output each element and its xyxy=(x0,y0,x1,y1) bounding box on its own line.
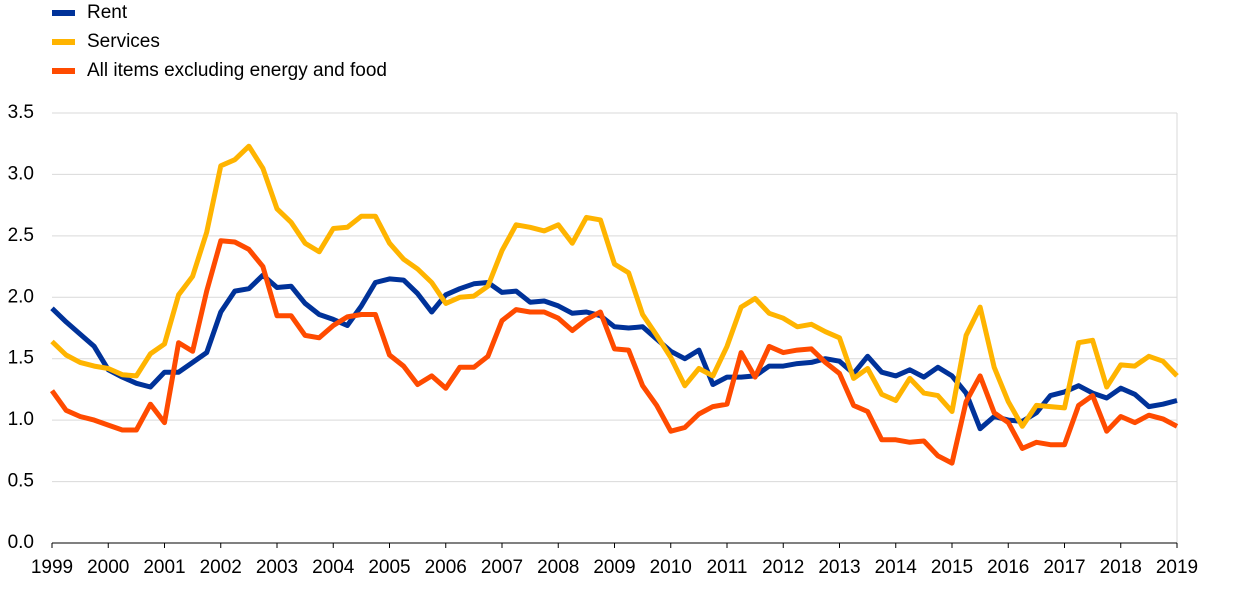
x-tick-label: 2013 xyxy=(818,557,860,578)
x-tick-label: 2018 xyxy=(1100,557,1142,578)
series-line xyxy=(49,238,1179,466)
series-line xyxy=(50,272,1178,432)
x-tick-label: 2014 xyxy=(875,557,918,578)
legend-label: Rent xyxy=(87,2,128,23)
x-tick-label: 2001 xyxy=(143,557,185,578)
x-tick-label: 2016 xyxy=(987,557,1029,578)
x-tick-label: 2005 xyxy=(368,557,410,578)
x-tick-label: 2017 xyxy=(1043,557,1085,578)
y-tick-label: 1.0 xyxy=(8,409,34,430)
x-tick-label: 2006 xyxy=(425,557,467,578)
series-line xyxy=(50,143,1179,429)
x-tick-label: 2003 xyxy=(256,557,298,578)
x-tick-label: 2012 xyxy=(762,557,804,578)
x-tick-label: 2000 xyxy=(87,557,129,578)
x-tick-label: 2019 xyxy=(1156,557,1198,578)
x-tick-label: 2002 xyxy=(200,557,242,578)
y-tick-label: 0.5 xyxy=(8,471,34,492)
x-tick-label: 2010 xyxy=(650,557,692,578)
y-tick-label: 0.0 xyxy=(8,532,34,553)
legend-label: Services xyxy=(87,31,160,52)
x-tick-label: 2004 xyxy=(312,557,355,578)
x-tick-label: 2011 xyxy=(707,557,748,578)
y-tick-label: 1.5 xyxy=(8,348,34,369)
x-tick-label: 2007 xyxy=(481,557,523,578)
y-tick-label: 3.5 xyxy=(8,102,34,123)
x-tick-label: 2009 xyxy=(593,557,635,578)
x-tick-label: 2008 xyxy=(537,557,579,578)
y-tick-label: 3.0 xyxy=(8,163,34,184)
x-tick-label: 1999 xyxy=(31,557,73,578)
legend-label: All items excluding energy and food xyxy=(87,60,387,81)
y-tick-label: 2.5 xyxy=(8,225,34,246)
y-tick-label: 2.0 xyxy=(8,286,34,307)
x-tick-label: 2015 xyxy=(931,557,973,578)
